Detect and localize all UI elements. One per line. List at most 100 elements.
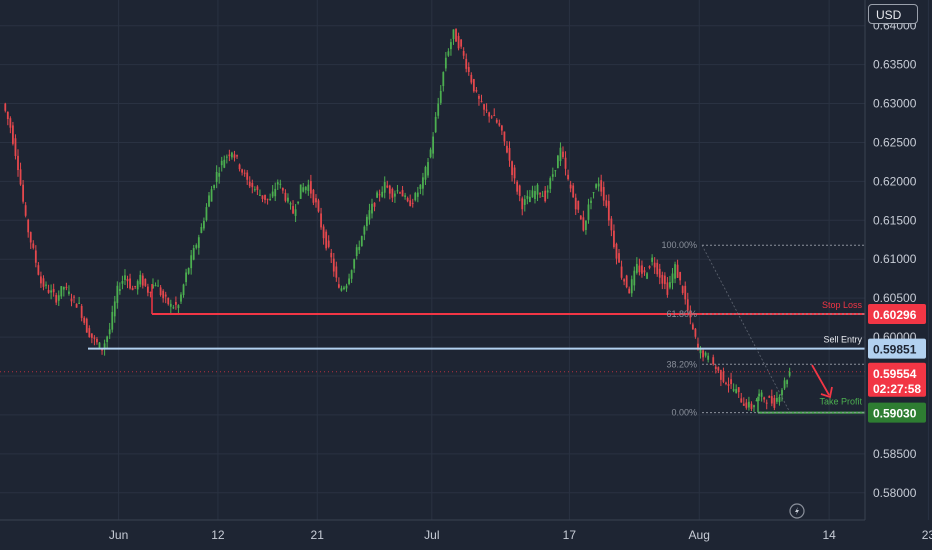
last-price-tag (868, 362, 926, 397)
candle-body (177, 305, 180, 309)
candle-body (536, 184, 539, 195)
lightning-icon[interactable] (789, 503, 805, 519)
candle-body (136, 281, 139, 290)
candle-body (264, 194, 266, 200)
candle-body (192, 248, 195, 260)
candle-body (478, 95, 480, 99)
candle-body (498, 123, 501, 126)
x-tick-label: Jun (109, 528, 128, 542)
candle-body (315, 198, 317, 203)
candle-body (68, 291, 70, 294)
candle-body (340, 288, 343, 291)
candle-body (320, 213, 322, 228)
candle-body (302, 187, 305, 192)
candle-body (259, 194, 261, 196)
candle-body (732, 389, 735, 391)
take-profit-label: Take Profit (819, 397, 862, 407)
candle-body (243, 172, 246, 174)
candle-body (116, 285, 119, 303)
candle-body (29, 232, 32, 243)
candle-body (513, 167, 516, 179)
candle-body (162, 290, 165, 299)
candle-body (40, 276, 42, 284)
candle-body (717, 367, 720, 371)
x-tick-label: 17 (563, 528, 577, 542)
candle-body (322, 226, 325, 239)
currency-button[interactable]: USD (868, 4, 918, 24)
time-axis[interactable]: Jun 12 21 Jul 17 Aug 14 23 (109, 528, 932, 542)
candle-body (462, 51, 465, 56)
candle-body (101, 349, 103, 351)
candle-body (521, 198, 524, 210)
candle-body (671, 273, 674, 283)
candle-body (42, 278, 45, 287)
candle-body (786, 380, 788, 385)
candle-body (781, 389, 783, 396)
candle-body (373, 202, 376, 207)
candle-body (378, 194, 381, 196)
candle-body (676, 264, 679, 278)
candle-body (442, 72, 445, 87)
candle-body (727, 384, 730, 386)
fib-level-label: 0.00% (671, 408, 697, 418)
candle-body (274, 188, 277, 197)
candle-body (554, 170, 557, 172)
y-tick-label: 0.60500 (873, 291, 917, 305)
candle-body (289, 203, 292, 205)
candle-body (452, 29, 455, 40)
y-tick-label: 0.61500 (873, 213, 917, 227)
candle-body (169, 303, 172, 307)
candle-body (511, 161, 513, 176)
candle-body (735, 389, 738, 393)
fib-level-label: 61.80% (666, 309, 697, 319)
last-price-tag-text: 0.59554 (873, 367, 917, 381)
candle-body (778, 396, 781, 403)
candle-body (154, 285, 157, 287)
candle-body (457, 35, 460, 49)
candle-body (332, 258, 335, 272)
candle-body (343, 287, 345, 290)
candle-body (541, 195, 544, 197)
candle-body (294, 209, 297, 216)
candle-body (175, 302, 177, 305)
candle-body (750, 403, 753, 409)
candle-body (391, 188, 394, 198)
candle-body (722, 371, 725, 382)
x-tick-label: 21 (311, 528, 325, 542)
candle-body (80, 305, 83, 318)
candle-body (121, 280, 124, 284)
candle-body (544, 190, 547, 202)
candle-body (62, 287, 65, 290)
x-tick-label: 23 (922, 528, 932, 542)
candle-body (118, 289, 121, 291)
candle-body (531, 190, 534, 198)
candle-body (299, 184, 302, 199)
candle-body (309, 181, 312, 194)
candle-body (506, 145, 508, 153)
candle-body (460, 39, 463, 47)
candle-body (653, 262, 656, 268)
candle-body (350, 270, 353, 279)
price-axis[interactable]: 0.640000.635000.630000.625000.620000.615… (873, 19, 917, 500)
candle-body (93, 337, 96, 339)
candle-body (383, 182, 386, 193)
candle-body (266, 198, 269, 200)
candle-body (111, 311, 114, 330)
candle-body (516, 181, 519, 192)
sell-entry-tag-text: 0.59851 (873, 343, 917, 357)
candle-body (187, 268, 190, 274)
candle-body (376, 192, 378, 198)
candle-body (12, 125, 14, 144)
candle-body (27, 219, 30, 233)
candle-body (694, 328, 697, 337)
candle-body (597, 183, 600, 187)
candle-body (783, 380, 786, 389)
candle-body (707, 355, 710, 360)
candle-body (348, 278, 350, 285)
candle-body (287, 197, 289, 202)
candle-body (134, 286, 137, 288)
candle-body (699, 348, 702, 354)
candle-body (108, 329, 111, 335)
candle-body (590, 200, 592, 204)
